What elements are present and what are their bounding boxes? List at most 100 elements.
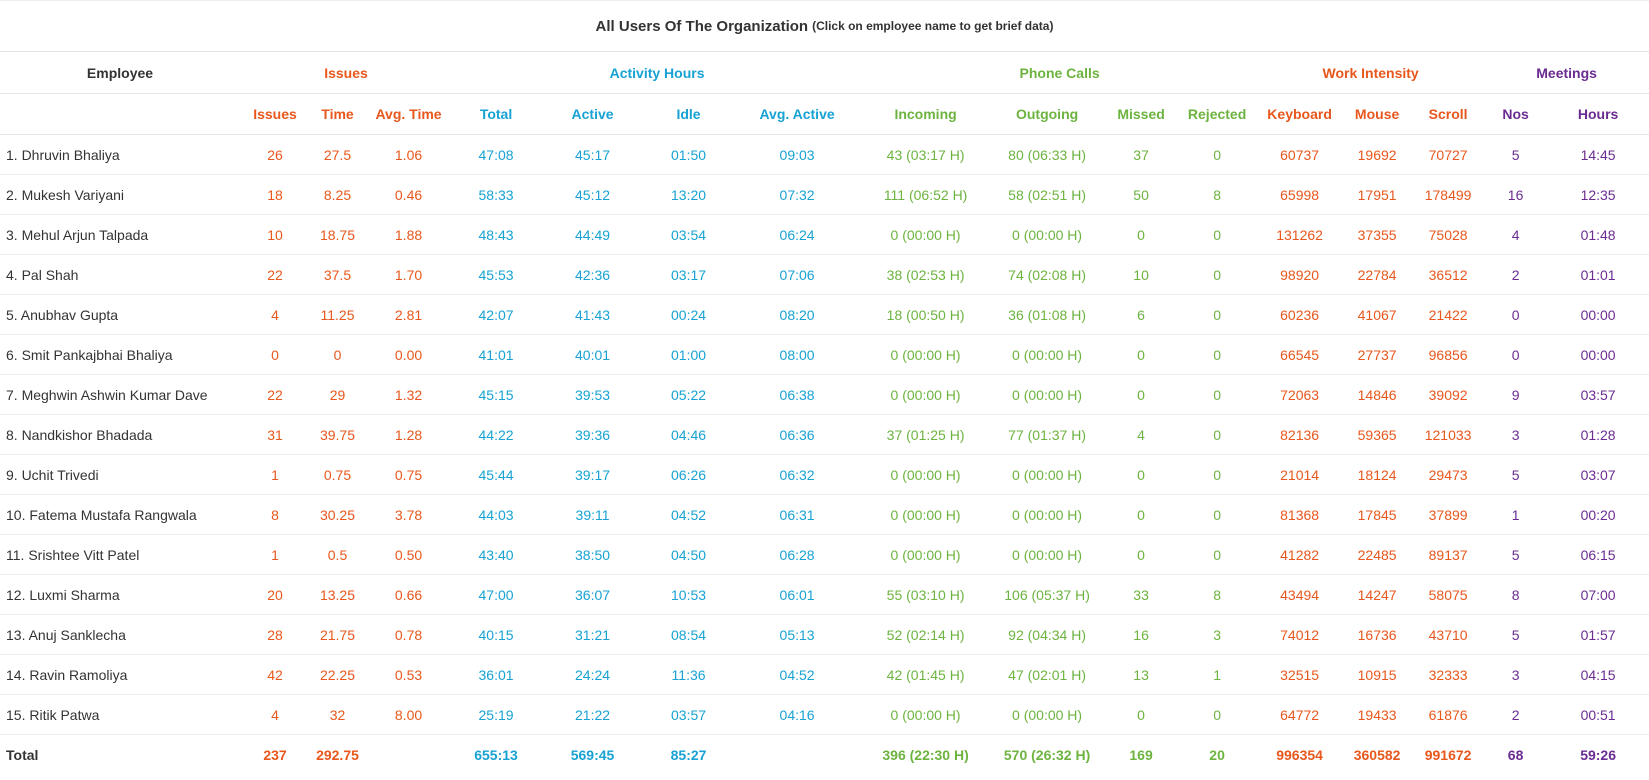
cell-idle: 06:26 <box>645 454 733 495</box>
cell-avg-time: 0.00 <box>365 334 453 375</box>
table-row: 8. Nandkishor Bhadada 31 39.75 1.28 44:22 39:… <box>0 414 1649 455</box>
cell-total: 45:15 <box>452 374 541 415</box>
cell-issues: 0 <box>240 334 310 375</box>
cell-avg-active: 04:52 <box>732 654 863 695</box>
cell-avg-active: 06:36 <box>732 414 863 455</box>
users-table: Employee Issues Activity Hours Phone Cal… <box>0 52 1649 775</box>
cell-keyboard: 64772 <box>1257 694 1343 735</box>
cell-missed: 4 <box>1105 414 1178 455</box>
cell-active: 38:50 <box>540 534 646 575</box>
cell-outgoing: 0 (00:00 H) <box>989 494 1106 535</box>
employee-name-link[interactable]: 10. Fatema Mustafa Rangwala <box>0 494 240 535</box>
cell-mouse: 18124 <box>1342 454 1413 495</box>
cell-active: 24:24 <box>540 654 646 695</box>
cell-rejected: 0 <box>1177 694 1258 735</box>
group-issues: Issues <box>240 52 453 94</box>
cell-outgoing: 77 (01:37 H) <box>989 414 1106 455</box>
cell-avg-time: 2.81 <box>365 294 453 335</box>
cell-nos: 8 <box>1484 574 1548 615</box>
cell-missed: 13 <box>1105 654 1178 695</box>
total-issues: 237 <box>263 747 287 763</box>
column-header-hours: Hours <box>1547 93 1649 135</box>
cell-outgoing: 92 (04:34 H) <box>989 614 1106 655</box>
cell-keyboard: 65998 <box>1257 174 1343 215</box>
cell-outgoing: 0 (00:00 H) <box>989 534 1106 575</box>
cell-time: 11.25 <box>310 294 365 335</box>
cell-avg-active: 06:01 <box>732 574 863 615</box>
employee-name-link[interactable]: 12. Luxmi Sharma <box>0 574 240 615</box>
column-header-active: Active <box>540 93 646 135</box>
cell-total: 40:15 <box>452 614 541 655</box>
cell-missed: 50 <box>1105 174 1178 215</box>
cell-incoming: 0 (00:00 H) <box>862 454 990 495</box>
employee-name-link[interactable]: 14. Ravin Ramoliya <box>0 654 240 695</box>
cell-keyboard: 43494 <box>1257 574 1343 615</box>
cell-issues: 1 <box>240 454 310 495</box>
cell-mouse: 41067 <box>1342 294 1413 335</box>
employee-name-link[interactable]: 7. Meghwin Ashwin Kumar Dave <box>0 374 240 415</box>
page-subtitle: (Click on employee name to get brief dat… <box>812 19 1054 33</box>
cell-idle: 08:54 <box>645 614 733 655</box>
cell-avg-active: 06:32 <box>732 454 863 495</box>
cell-nos: 0 <box>1484 294 1548 335</box>
cell-active: 44:49 <box>540 214 646 255</box>
cell-keyboard: 66545 <box>1257 334 1343 375</box>
employee-name-link[interactable]: 3. Mehul Arjun Talpada <box>0 214 240 255</box>
cell-avg-time: 0.46 <box>365 174 453 215</box>
cell-active: 39:36 <box>540 414 646 455</box>
total-outgoing: 570 (26:32 H) <box>1003 747 1091 763</box>
cell-idle: 11:36 <box>645 654 733 695</box>
cell-total: 47:00 <box>452 574 541 615</box>
employee-name-link[interactable]: 5. Anubhav Gupta <box>0 294 240 335</box>
column-header-avg-active: Avg. Active <box>732 93 863 135</box>
employee-name-link[interactable]: 8. Nandkishor Bhadada <box>0 414 240 455</box>
cell-keyboard: 60236 <box>1257 294 1343 335</box>
table-row: 2. Mukesh Variyani 18 8.25 0.46 58:33 45:12 13… <box>0 174 1649 215</box>
cell-idle: 13:20 <box>645 174 733 215</box>
cell-outgoing: 0 (00:00 H) <box>989 454 1106 495</box>
column-header-nos: Nos <box>1484 93 1548 135</box>
employee-name-link[interactable]: 13. Anuj Sanklecha <box>0 614 240 655</box>
cell-scroll: 58075 <box>1412 574 1485 615</box>
cell-avg-active: 06:24 <box>732 214 863 255</box>
cell-avg-active: 09:03 <box>732 134 863 175</box>
total-missed: 169 <box>1129 747 1153 763</box>
cell-avg-time: 3.78 <box>365 494 453 535</box>
cell-avg-time: 1.32 <box>365 374 453 415</box>
cell-avg-time: 0.66 <box>365 574 453 615</box>
employee-name-link[interactable]: 9. Uchit Trivedi <box>0 454 240 495</box>
table-row: 13. Anuj Sanklecha 28 21.75 0.78 40:15 31:21 0… <box>0 614 1649 655</box>
cell-active: 39:17 <box>540 454 646 495</box>
total-row: Total 237 292.75 655:13 569:45 85:27 396 (22:… <box>0 735 1649 776</box>
employee-name-link[interactable]: 4. Pal Shah <box>0 254 240 295</box>
cell-rejected: 0 <box>1177 414 1258 455</box>
cell-keyboard: 21014 <box>1257 454 1343 495</box>
cell-hours: 12:35 <box>1547 174 1649 215</box>
cell-rejected: 0 <box>1177 534 1258 575</box>
employee-name-link[interactable]: 11. Srishtee Vitt Patel <box>0 534 240 575</box>
cell-outgoing: 0 (00:00 H) <box>989 214 1106 255</box>
page-title-text: All Users Of The Organization <box>595 17 809 35</box>
cell-missed: 0 <box>1105 334 1178 375</box>
cell-idle: 03:17 <box>645 254 733 295</box>
cell-avg-time: 0.53 <box>365 654 453 695</box>
cell-rejected: 0 <box>1177 374 1258 415</box>
cell-idle: 04:50 <box>645 534 733 575</box>
cell-scroll: 37899 <box>1412 494 1485 535</box>
employee-name-link[interactable]: 1. Dhruvin Bhaliya <box>0 134 240 175</box>
total-idle: 85:27 <box>670 747 707 763</box>
cell-incoming: 111 (06:52 H) <box>862 174 990 215</box>
cell-avg-active: 07:32 <box>732 174 863 215</box>
table-row: 12. Luxmi Sharma 20 13.25 0.66 47:00 36:07 10:… <box>0 574 1649 615</box>
cell-avg-time: 0.78 <box>365 614 453 655</box>
total-avg-time <box>365 735 452 776</box>
cell-missed: 37 <box>1105 134 1178 175</box>
cell-keyboard: 72063 <box>1257 374 1343 415</box>
cell-mouse: 10915 <box>1342 654 1413 695</box>
cell-hours: 01:57 <box>1547 614 1649 655</box>
employee-name-link[interactable]: 6. Smit Pankajbhai Bhaliya <box>0 334 240 375</box>
employee-name-link[interactable]: 15. Ritik Patwa <box>0 694 240 735</box>
cell-scroll: 43710 <box>1412 614 1485 655</box>
cell-nos: 16 <box>1484 174 1548 215</box>
employee-name-link[interactable]: 2. Mukesh Variyani <box>0 174 240 215</box>
